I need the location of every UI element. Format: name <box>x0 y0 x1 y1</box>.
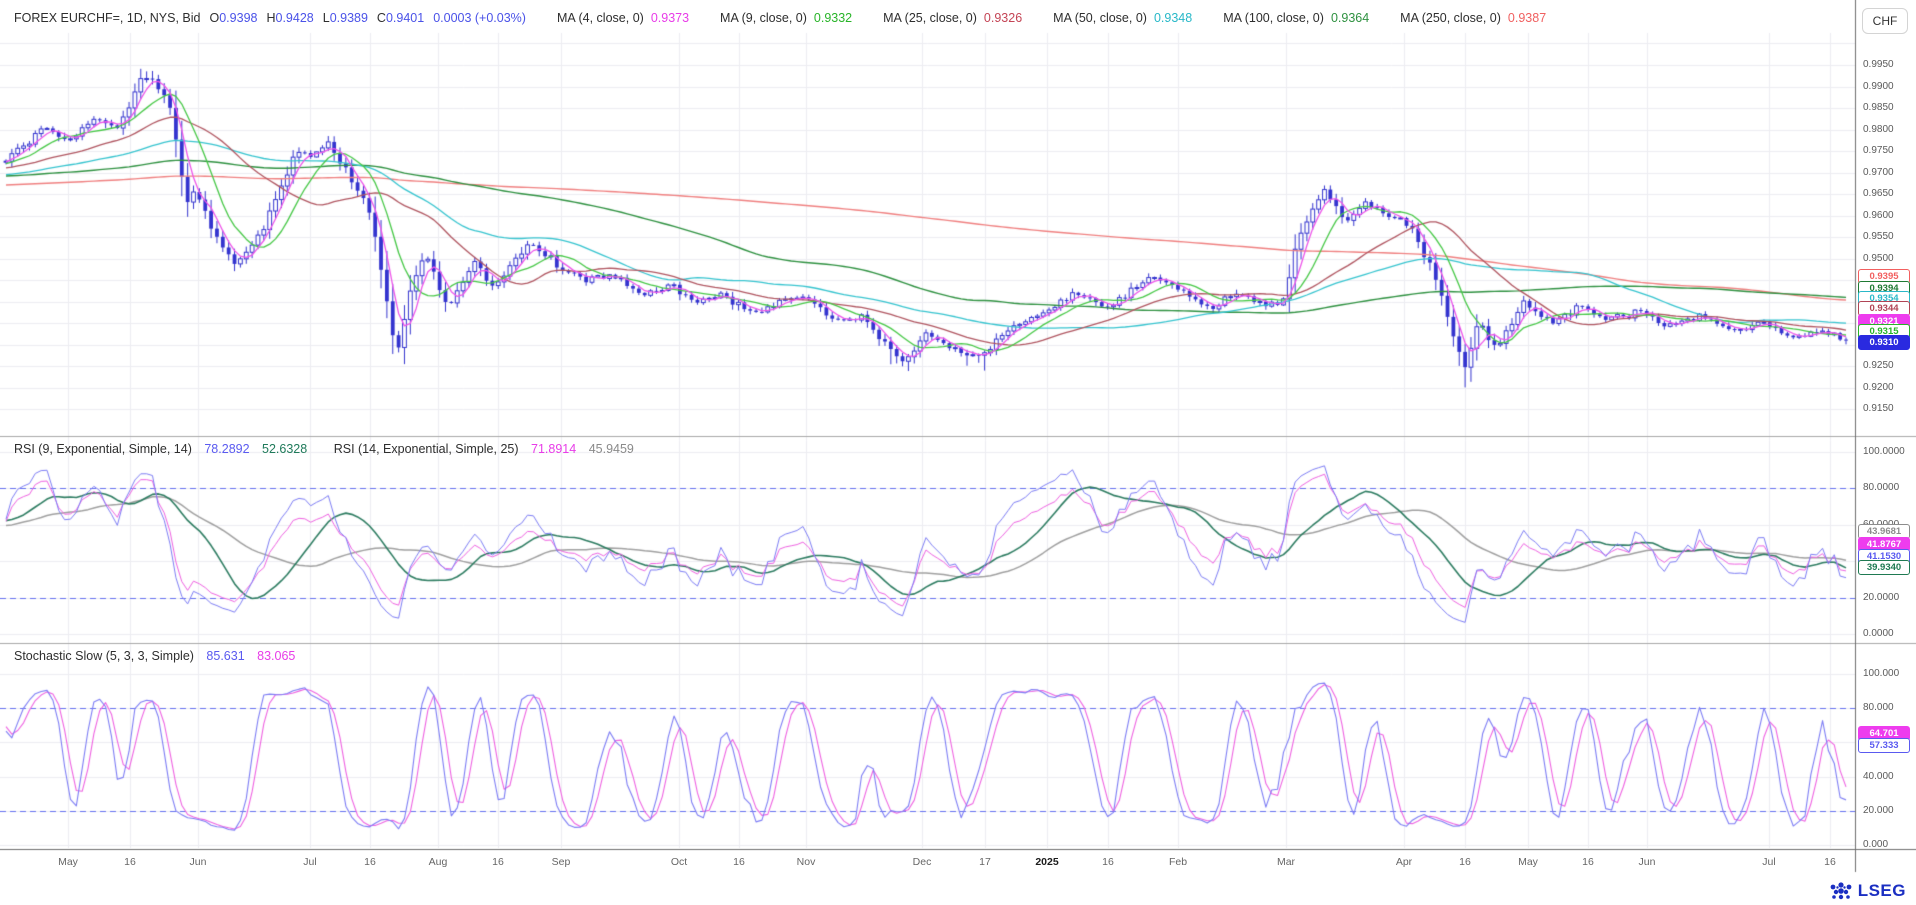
instrument-title: FOREX EURCHF=, 1D, NYS, Bid <box>14 11 201 25</box>
rsi2-title: RSI (14, Exponential, Simple, 25) <box>333 442 519 456</box>
ma-legend-item[interactable]: MA (9, close, 0) 0.9332 <box>720 11 853 25</box>
axis-tick-label: 0.9800 <box>1863 123 1894 135</box>
time-axis[interactable] <box>0 849 1855 875</box>
time-axis-label: 16 <box>364 856 376 868</box>
axis-tick-label: 0.9700 <box>1863 166 1894 178</box>
last-value-badge: 39.9340 <box>1858 560 1910 575</box>
stochastic-panel-header[interactable]: Stochastic Slow (5, 3, 3, Simple) 85.631… <box>14 649 304 663</box>
axis-tick-label: 20.000 <box>1863 804 1894 816</box>
time-axis-label: Jul <box>303 856 317 868</box>
time-axis-label: 17 <box>979 856 991 868</box>
ma-legend-item[interactable]: MA (50, close, 0) 0.9348 <box>1053 11 1193 25</box>
rsi2-signal-value: 45.9459 <box>588 442 634 456</box>
change-readout: 0.0003 (+0.03%) <box>433 11 526 25</box>
axis-tick-label: 0.9850 <box>1863 102 1894 113</box>
axis-tick-label: 80.000 <box>1863 702 1894 714</box>
time-axis-label: 16 <box>1102 856 1114 868</box>
axis-tick-label: 0.9550 <box>1863 231 1894 242</box>
time-axis-label: 16 <box>1824 856 1836 868</box>
time-axis-label: 16 <box>1459 856 1471 868</box>
time-axis-label: Nov <box>796 856 816 868</box>
last-value-badge: 0.9315 <box>1858 323 1910 339</box>
ohlc-field: O0.9398 <box>209 11 258 25</box>
rsi2-value: 71.8914 <box>531 442 577 456</box>
axis-tick-label: 0.9200 <box>1863 381 1894 393</box>
lseg-logo: LSEG <box>1829 881 1906 901</box>
axis-tick-label: 80.0000 <box>1863 482 1900 494</box>
axis-tick-label: 0.9950 <box>1863 59 1894 70</box>
ma-legend: MA (4, close, 0) 0.9373 MA (9, close, 0) 0.… <box>535 11 1555 25</box>
axis-tick-label: 0.9500 <box>1863 252 1894 264</box>
time-axis-label: Jul <box>1762 856 1776 868</box>
last-value-badge: 0.9310 <box>1858 335 1910 350</box>
rsi1-value: 78.2892 <box>204 442 250 456</box>
time-axis-label: May <box>58 856 78 868</box>
time-axis-label: Aug <box>428 856 448 868</box>
time-axis-label: 16 <box>492 856 504 868</box>
time-axis-label: 16 <box>124 856 136 868</box>
stochastic-d-value: 83.065 <box>257 649 296 663</box>
axis-tick-label: 0.0000 <box>1863 628 1894 639</box>
stochastic-title: Stochastic Slow (5, 3, 3, Simple) <box>14 649 194 663</box>
axis-tick-label: 100.0000 <box>1863 446 1905 457</box>
axis-tick-label: 0.9150 <box>1863 403 1894 414</box>
stochastic-k-value: 85.631 <box>206 649 245 663</box>
time-axis-label: 2025 <box>1035 856 1059 868</box>
axis-tick-label: 0.9600 <box>1863 209 1894 221</box>
currency-button[interactable]: CHF <box>1862 8 1908 34</box>
ma-legend-item[interactable]: MA (250, close, 0) 0.9387 <box>1400 11 1547 25</box>
chart-legend-row[interactable]: FOREX EURCHF=, 1D, NYS, Bid O0.9398 H0.94… <box>14 11 1555 25</box>
time-axis-label: Jun <box>1638 856 1656 868</box>
ma-legend-item[interactable]: MA (100, close, 0) 0.9364 <box>1223 11 1370 25</box>
rsi1-signal-value: 52.6328 <box>262 442 308 456</box>
rsi-panel-header[interactable]: RSI (9, Exponential, Simple, 14) 78.2892… <box>14 442 643 456</box>
ma-legend-item[interactable]: MA (25, close, 0) 0.9326 <box>883 11 1023 25</box>
time-axis-label: Sep <box>551 856 571 868</box>
ma-legend-item[interactable]: MA (4, close, 0) 0.9373 <box>556 11 690 25</box>
time-axis-label: May <box>1518 856 1538 868</box>
time-axis-label: 16 <box>733 856 745 868</box>
time-axis-label: Mar <box>1276 856 1296 868</box>
ohlc-field: L0.9389 <box>322 11 368 25</box>
last-value-badge: 57.333 <box>1858 738 1910 753</box>
rsi1-title: RSI (9, Exponential, Simple, 14) <box>14 442 192 456</box>
lseg-crest-icon <box>1830 882 1852 900</box>
time-axis-label: 16 <box>1582 856 1594 868</box>
ohlc-field: C0.9401 <box>376 11 425 25</box>
time-axis-label: Feb <box>1168 856 1188 868</box>
ohlc-readout: O0.9398 H0.9428 L0.9389 C0.9401 <box>210 11 434 25</box>
ohlc-field: H0.9428 <box>266 11 314 25</box>
axis-tick-label: 0.9650 <box>1863 188 1894 199</box>
time-axis-label: Dec <box>912 856 932 868</box>
axis-tick-label: 0.9900 <box>1863 80 1894 92</box>
lseg-wordmark: LSEG <box>1857 881 1906 900</box>
axis-tick-label: 0.000 <box>1863 839 1889 850</box>
axis-tick-label: 20.0000 <box>1863 591 1900 603</box>
time-axis-label: Apr <box>1395 856 1413 868</box>
time-axis-label: Oct <box>670 856 688 868</box>
axis-tick-label: 0.9750 <box>1863 145 1894 156</box>
axis-tick-label: 0.9250 <box>1863 360 1894 371</box>
price-axis[interactable] <box>1856 33 1916 849</box>
time-axis-label: Jun <box>189 856 207 868</box>
axis-tick-label: 40.000 <box>1863 770 1894 782</box>
axis-tick-label: 100.000 <box>1863 668 1900 679</box>
